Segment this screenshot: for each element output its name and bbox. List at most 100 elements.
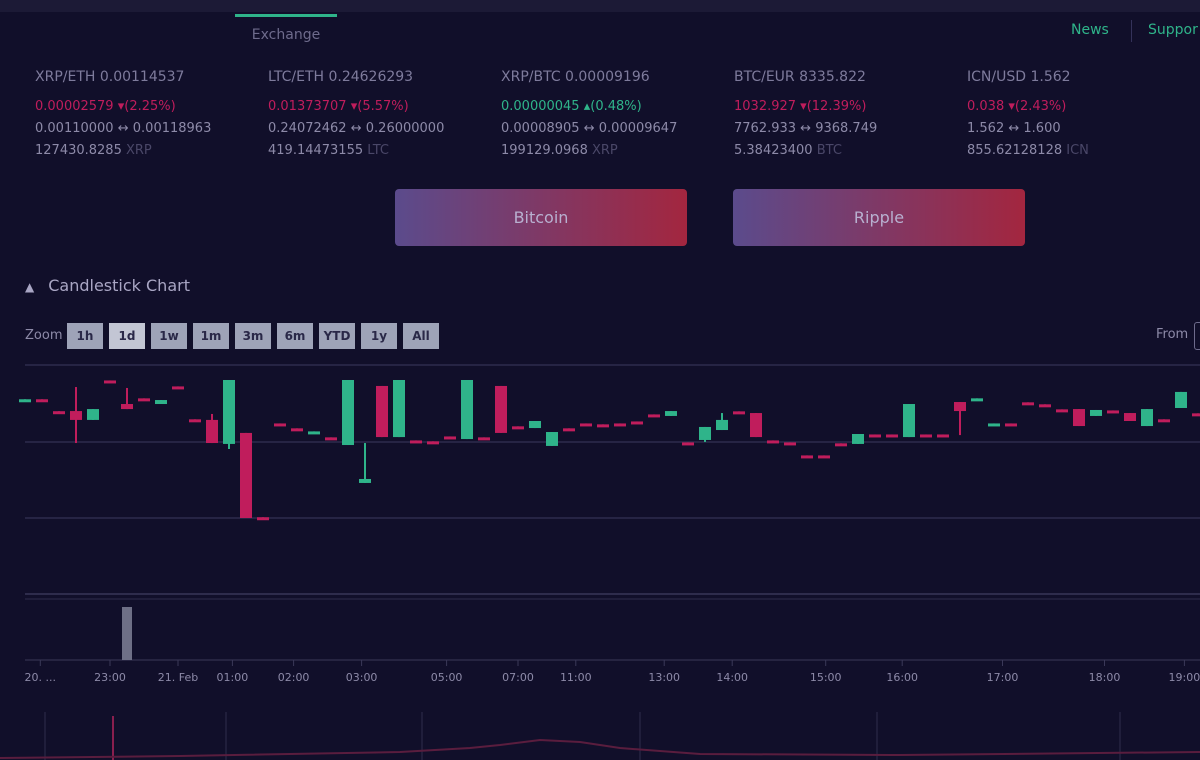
candle-body: [274, 423, 286, 427]
range-arrows-icon: ↔: [1008, 121, 1020, 136]
candle-body: [478, 437, 490, 441]
candle-body: [920, 434, 932, 438]
candle-body: [512, 426, 524, 430]
candle-body: [461, 379, 473, 440]
candle-body: [308, 431, 320, 435]
candle-body: [87, 409, 99, 420]
candle-body: [767, 440, 779, 444]
ticker-1[interactable]: LTC/ETH 0.24626293 0.01373707 ▾(5.57%) 0…: [268, 66, 444, 162]
candle-body: [155, 400, 167, 405]
candle-body: [852, 434, 864, 444]
x-tick-label: 16:00: [886, 671, 918, 684]
tab-exchange[interactable]: Exchange: [235, 14, 337, 43]
from-date-input[interactable]: [1194, 322, 1200, 350]
candle-body: [1073, 409, 1085, 427]
ticker-2[interactable]: XRP/BTC 0.00009196 0.00000045 ▴(0.48%) 0…: [501, 66, 677, 162]
ticker-3[interactable]: BTC/EUR 8335.822 1032.927 ▾(12.39%) 7762…: [734, 66, 877, 162]
zoom-3m[interactable]: 3m: [235, 323, 271, 349]
candle-body: [665, 411, 677, 416]
x-tick-label: 23:00: [94, 671, 126, 684]
candle-body: [784, 442, 796, 446]
candle-body: [988, 423, 1000, 427]
candle-body: [172, 386, 184, 390]
candle-body: [886, 434, 898, 438]
candle-body: [342, 379, 354, 446]
range-low: 0.24072462: [268, 121, 347, 136]
x-tick-label: 18:00: [1089, 671, 1121, 684]
zoom-6m[interactable]: 6m: [277, 323, 313, 349]
nav-support[interactable]: Suppor: [1148, 22, 1198, 38]
candle-body: [903, 404, 915, 438]
candle-body: [716, 419, 728, 431]
candle-body: [104, 380, 116, 384]
candle-body: [835, 443, 847, 447]
candle-body: [563, 428, 575, 432]
volume-bar: [122, 607, 132, 660]
x-tick-label: 15:00: [810, 671, 842, 684]
ticker-percent: (2.43%): [1014, 99, 1067, 114]
ticker-change: 0.038: [967, 99, 1005, 114]
ticker-0[interactable]: XRP/ETH 0.00114537 0.00002579 ▾(2.25%) 0…: [35, 66, 211, 162]
ticker-pair: BTC/EUR 8335.822: [734, 69, 866, 85]
candle-body: [1141, 409, 1153, 427]
ticker-percent: (5.57%): [357, 99, 409, 114]
candle-body: [1090, 409, 1102, 416]
range-high: 0.00118963: [132, 121, 212, 136]
top-bar: [0, 0, 1200, 12]
bitcoin-button[interactable]: Bitcoin: [395, 189, 687, 246]
chevron-up-icon[interactable]: ▲: [25, 280, 35, 294]
ticker-change: 1032.927: [734, 99, 797, 114]
candle-body: [36, 399, 48, 403]
range-arrows-icon: ↔: [800, 121, 812, 136]
candle-body: [325, 437, 337, 441]
range-arrows-icon: ↔: [117, 121, 129, 136]
candle-body: [240, 432, 252, 518]
candle-body: [1039, 404, 1051, 408]
zoom-all[interactable]: All: [403, 323, 439, 349]
ticker-percent: (0.48%): [590, 99, 642, 114]
candle-body: [189, 419, 201, 423]
candle-body: [1175, 391, 1187, 408]
candle-body: [614, 423, 626, 427]
arrow-down-icon: ▾: [117, 99, 125, 114]
candle-body: [291, 428, 303, 432]
volume-unit: BTC: [816, 143, 842, 158]
candle-body: [257, 517, 269, 521]
x-tick-label: 17:00: [987, 671, 1019, 684]
ticker-4[interactable]: ICN/USD 1.562 0.038 ▾(2.43%) 1.562 ↔ 1.6…: [967, 66, 1089, 162]
candle-body: [631, 421, 643, 425]
range-low: 0.00110000: [35, 121, 114, 136]
volume-unit: XRP: [125, 143, 152, 158]
zoom-1y[interactable]: 1y: [361, 323, 397, 349]
volume-unit: ICN: [1066, 143, 1089, 158]
candle-body: [1158, 419, 1170, 423]
candle-body: [121, 404, 133, 410]
ticker-volume: 855.62128128: [967, 143, 1063, 158]
section-header[interactable]: ▲ Candlestick Chart: [25, 276, 190, 295]
candle-body: [1056, 409, 1068, 413]
range-high: 0.00009647: [598, 121, 678, 136]
candle-body: [19, 399, 31, 403]
zoom-1w[interactable]: 1w: [151, 323, 187, 349]
zoom-1d[interactable]: 1d: [109, 323, 145, 349]
candle-body: [53, 411, 65, 415]
candle-body: [410, 440, 422, 444]
nav-news[interactable]: News: [1071, 22, 1109, 38]
ticker-percent: (12.39%): [806, 99, 867, 114]
x-tick-label: 21. Feb: [158, 671, 198, 684]
x-tick-label: 11:00: [560, 671, 592, 684]
zoom-1h[interactable]: 1h: [67, 323, 103, 349]
candle-body: [1107, 410, 1119, 414]
zoom-1m[interactable]: 1m: [193, 323, 229, 349]
candle-body: [427, 441, 439, 445]
candle-body: [1022, 402, 1034, 406]
candle-body: [937, 434, 949, 438]
zoom-ytd[interactable]: YTD: [319, 323, 355, 349]
ripple-button[interactable]: Ripple: [733, 189, 1025, 246]
candle-body: [495, 385, 507, 433]
candle-body: [529, 420, 541, 429]
section-title: Candlestick Chart: [48, 276, 190, 295]
candle-body: [818, 455, 830, 459]
range-high: 9368.749: [815, 121, 878, 136]
arrow-down-icon: ▾: [1008, 99, 1015, 114]
